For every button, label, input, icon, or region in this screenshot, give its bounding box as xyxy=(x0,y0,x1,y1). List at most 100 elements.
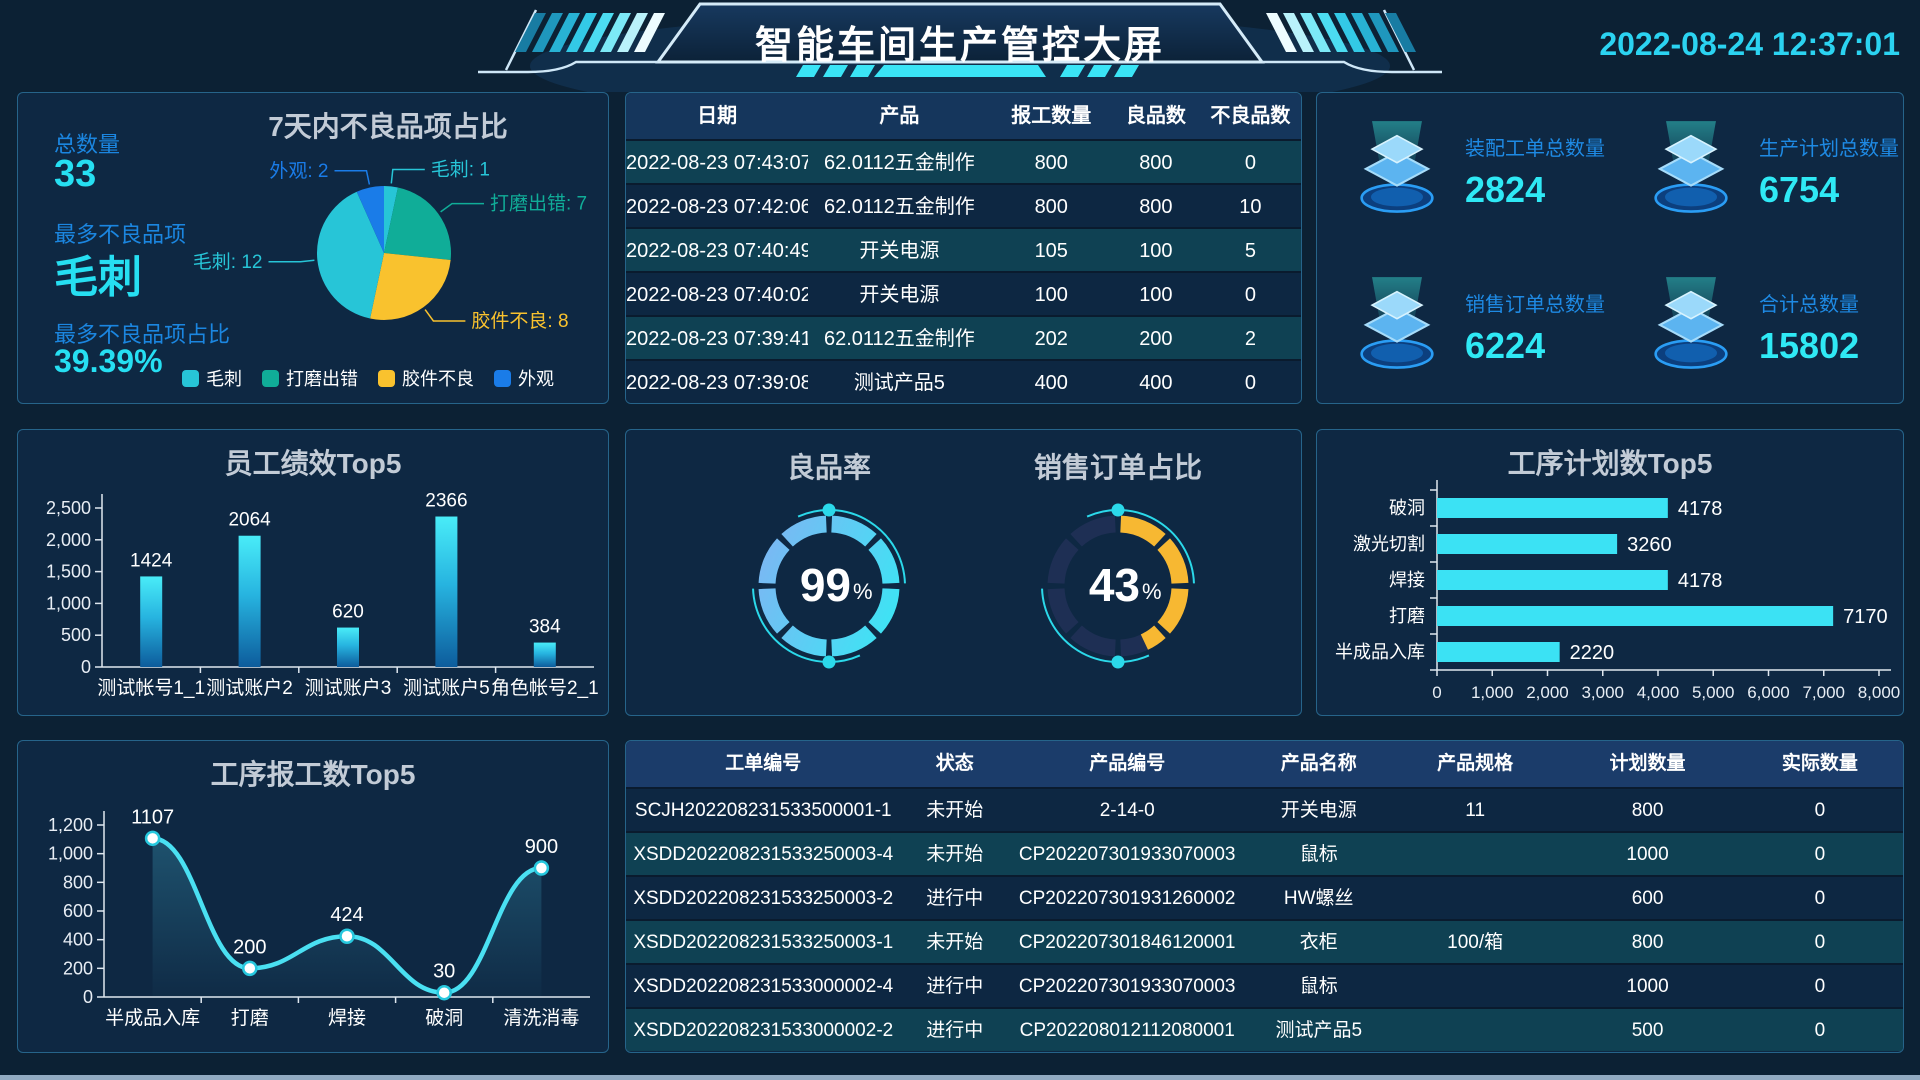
legend-item[interactable]: 外观 xyxy=(494,365,554,391)
stripe-decoration xyxy=(1283,13,1314,52)
column-header: 产品 xyxy=(879,105,920,127)
header-bar-decoration xyxy=(1060,65,1085,77)
table-cell: 0 xyxy=(1814,1020,1826,1041)
table-cell: XSDD202208231533250003-4 xyxy=(633,844,894,865)
table-cell: 开关电源 xyxy=(859,240,940,262)
pie-callout-line xyxy=(334,170,371,185)
gauge-decoration-dot xyxy=(822,655,836,669)
gauge-decoration-dot xyxy=(1111,655,1125,669)
table-cell: 105 xyxy=(1034,240,1068,262)
table-cell: 鼠标 xyxy=(1299,976,1338,997)
stripe-decoration xyxy=(600,13,631,52)
pie-legend: 毛刺 打磨出错 胶件不良 外观 xyxy=(138,365,598,391)
header-bar-decoration xyxy=(796,65,821,77)
column-header: 实际数量 xyxy=(1781,753,1858,774)
sales-ratio-gauge-chart: 43% xyxy=(1041,503,1195,669)
bar xyxy=(238,535,261,667)
pie-callout-line xyxy=(268,259,315,263)
pie-slice-label: 胶件不良: 8 xyxy=(471,310,568,332)
stripe-decoration xyxy=(549,13,580,52)
bar-value-label: 384 xyxy=(529,617,561,638)
stat-card-total: 合计总数量 15802 xyxy=(1611,249,1905,405)
table-cell xyxy=(1392,965,1558,1007)
stripe-decoration xyxy=(566,13,597,52)
y-tick-label: 1,500 xyxy=(46,562,91,582)
gauge-decoration-dot xyxy=(822,503,836,517)
table-cell: 800 xyxy=(1034,152,1068,174)
column-header: 日期 xyxy=(697,105,738,127)
process-report-title: 工序报工数Top5 xyxy=(210,759,416,790)
work-order-table-panel: 工单编号 状态 产品编号 产品名称 产品规格 计划数量 实际数量 SCJH2022082315… xyxy=(625,740,1904,1053)
bar-value-label: 620 xyxy=(332,602,364,623)
legend-item[interactable]: 打磨出错 xyxy=(262,365,358,391)
stripe-decoration xyxy=(1266,13,1297,52)
x-category-label: 测试帐号1_1 xyxy=(97,677,205,699)
bar-value-label: 4178 xyxy=(1678,570,1723,592)
bar xyxy=(1437,498,1668,518)
table-cell: 2 xyxy=(1244,328,1256,350)
table-row: 2022-08-23 07:39:41 62.0112五金制作 202 200 2 xyxy=(626,315,1301,359)
gauge-segment xyxy=(1070,515,1117,547)
data-point xyxy=(436,984,452,1001)
column-header: 计划数量 xyxy=(1609,753,1686,774)
gauge-active-segment xyxy=(1119,515,1166,547)
bar-value-label: 3260 xyxy=(1627,534,1672,556)
bar-value-label: 7170 xyxy=(1843,606,1888,628)
y-tick-label: 500 xyxy=(61,625,91,645)
gauge-unit: % xyxy=(1142,579,1162,604)
legend-item[interactable]: 胶件不良 xyxy=(378,365,474,391)
horizontal-scrollbar[interactable] xyxy=(0,1075,1920,1080)
process-plan-hbar-chart: 0 1,000 2,000 3,000 4,000 5,000 6,000 7,000 8,00… xyxy=(1335,480,1900,702)
column-header: 产品规格 xyxy=(1437,753,1514,774)
process-report-line-chart: 0 200 400 600 800 1,000 1,200 1107 半成品入库 200 打磨 424… xyxy=(48,806,590,1029)
gauge-active-segment xyxy=(1157,587,1189,634)
column-header: 报工数量 xyxy=(1011,105,1092,127)
table-cell: 0 xyxy=(1814,976,1826,997)
x-category-label: 半成品入库 xyxy=(105,1007,200,1029)
table-cell: 800 xyxy=(1139,196,1173,218)
total-count-label: 总数量 xyxy=(54,132,121,157)
gauge-decoration-dot xyxy=(1111,503,1125,517)
table-cell: 800 xyxy=(1631,932,1664,953)
stripe-decoration xyxy=(515,13,546,52)
x-tick-label: 2,000 xyxy=(1526,683,1569,702)
bar xyxy=(1437,570,1668,590)
table-cell: CP202207301931260002 xyxy=(1018,888,1236,909)
header-bar-decoration xyxy=(874,65,1046,77)
gauge-segment xyxy=(1047,587,1079,634)
line-area-fill xyxy=(152,838,542,997)
work-report-table: 日期 产品 报工数量 良品数 不良品数 2022-08-23 07:43:07 62.011… xyxy=(626,93,1301,403)
defect-ratio-panel: 7天内不良品项占比 总数量 33 最多不良品项 毛刺 最多不良品项占比 39.3… xyxy=(17,92,609,404)
pie-slice xyxy=(316,191,384,319)
column-header: 良品数 xyxy=(1125,105,1186,127)
pie-callout-line xyxy=(390,168,425,184)
table-cell: 2022-08-23 07:39:41 xyxy=(626,328,809,350)
stat-value: 6754 xyxy=(1759,168,1840,210)
legend-item[interactable]: 毛刺 xyxy=(182,365,242,391)
data-point xyxy=(144,830,161,847)
gauges-panel: 良品率 销售订单占比 99% 43% xyxy=(625,429,1302,716)
pie-callout-line xyxy=(440,202,484,213)
x-tick-label: 1,000 xyxy=(1471,683,1514,702)
stat-label: 销售订单总数量 xyxy=(1465,293,1605,316)
table-cell: 10 xyxy=(1239,196,1262,218)
table-cell: 100 xyxy=(1034,284,1068,306)
yield-gauge-chart: 99% xyxy=(752,503,906,669)
table-row: 2022-08-23 07:43:07 62.0112五金制作 800 800 0 xyxy=(626,139,1301,183)
table-cell: 200 xyxy=(1139,328,1173,350)
table-cell: 800 xyxy=(1034,196,1068,218)
header-bar-decoration xyxy=(850,65,875,77)
point-value-label: 424 xyxy=(330,904,363,926)
table-row: XSDD202208231533250003-1 未开始 CP20220730184… xyxy=(626,919,1903,963)
y-category-label: 破洞 xyxy=(1389,498,1425,518)
bar xyxy=(533,642,556,667)
stripe-decoration xyxy=(1368,13,1399,52)
gauge-decoration-arc xyxy=(1041,588,1150,663)
pie-slice xyxy=(384,187,451,260)
stripe-decoration xyxy=(583,13,614,52)
table-cell: CP202207301933070003 xyxy=(1018,976,1236,997)
table-cell: 100/箱 xyxy=(1447,932,1504,953)
column-header: 产品名称 xyxy=(1280,753,1357,774)
bar-value-label: 1424 xyxy=(130,550,173,571)
